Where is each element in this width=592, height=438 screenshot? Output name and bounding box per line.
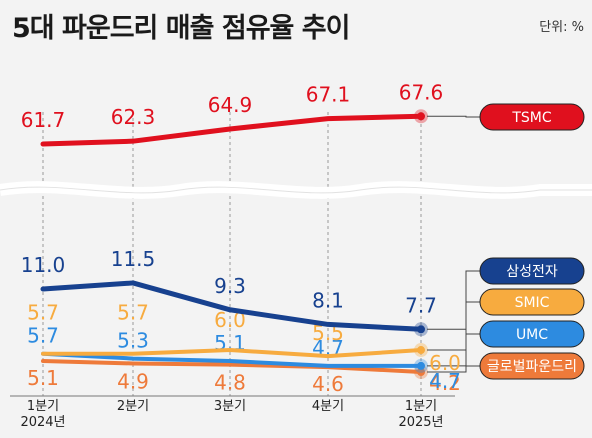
unit-label: 단위: % — [539, 20, 584, 35]
value-label-samsung: 11.5 — [111, 247, 156, 271]
legend-label-smic: SMIC — [515, 295, 550, 311]
end-point-samsung — [417, 325, 425, 334]
series-line-gf — [41, 359, 423, 374]
value-label-umc: 5.7 — [27, 324, 59, 348]
value-label-gf: 4.8 — [214, 371, 246, 395]
value-label-samsung: 8.1 — [312, 288, 344, 312]
value-label-tsmc: 64.9 — [208, 93, 253, 117]
end-point-smic — [417, 346, 425, 355]
end-point-umc — [417, 361, 425, 370]
x-tick-label: 2분기 — [117, 399, 149, 414]
x-tick-label: 2025년 — [398, 415, 443, 430]
value-label-gf: 5.1 — [27, 366, 59, 390]
value-label-smic: 5.7 — [27, 301, 59, 325]
legend-pill-tsmc — [479, 103, 585, 131]
axis-break-edge — [0, 186, 592, 194]
value-label-tsmc: 61.7 — [21, 108, 66, 132]
value-label-samsung: 11.0 — [21, 253, 66, 277]
end-point-gf — [417, 368, 425, 376]
value-label-tsmc: 67.1 — [306, 83, 351, 107]
legend-connector-tsmc — [427, 115, 480, 118]
legend-connector-gf — [427, 365, 480, 373]
x-tick-label: 4분기 — [312, 399, 344, 414]
x-tick-label: 1분기 — [405, 399, 437, 414]
legend-label-tsmc: TSMC — [511, 110, 552, 126]
legend-label-samsung: 삼성전자 — [506, 264, 558, 280]
series-line-smic — [41, 348, 423, 359]
legend-pill-samsung — [479, 257, 585, 285]
legend-label-umc: UMC — [516, 327, 548, 343]
legend-pill-gf — [479, 352, 585, 380]
chart-title: 5대 파운드리 매출 점유율 추이 — [12, 13, 350, 44]
legend-label-gf: 글로벌파운드리 — [487, 359, 577, 375]
legend-pill-umc — [479, 320, 585, 348]
end-point-tsmc — [417, 112, 425, 121]
series-line-tsmc — [40, 113, 424, 147]
value-label-samsung: 7.7 — [405, 293, 437, 317]
value-label-umc: 5.3 — [117, 329, 149, 353]
legend-pill-smic — [479, 288, 585, 316]
value-label-smic: 5.7 — [117, 301, 149, 325]
value-label-umc: 4.7 — [429, 369, 461, 393]
value-label-tsmc: 67.6 — [399, 80, 444, 104]
value-label-gf: 4.9 — [117, 369, 149, 393]
series-line-umc — [41, 351, 423, 368]
x-tick-label: 1분기 — [27, 399, 59, 414]
value-label-gf: 4.6 — [312, 372, 344, 396]
x-tick-label: 3분기 — [214, 399, 246, 414]
legend-connector-samsung — [427, 270, 480, 330]
value-label-smic: 6.0 — [429, 351, 461, 375]
x-tick-label: 2024년 — [20, 415, 65, 430]
value-label-gf: 4.2 — [429, 371, 461, 395]
series-line-samsung — [40, 280, 424, 332]
value-label-tsmc: 62.3 — [111, 105, 156, 129]
value-label-samsung: 9.3 — [214, 274, 246, 298]
